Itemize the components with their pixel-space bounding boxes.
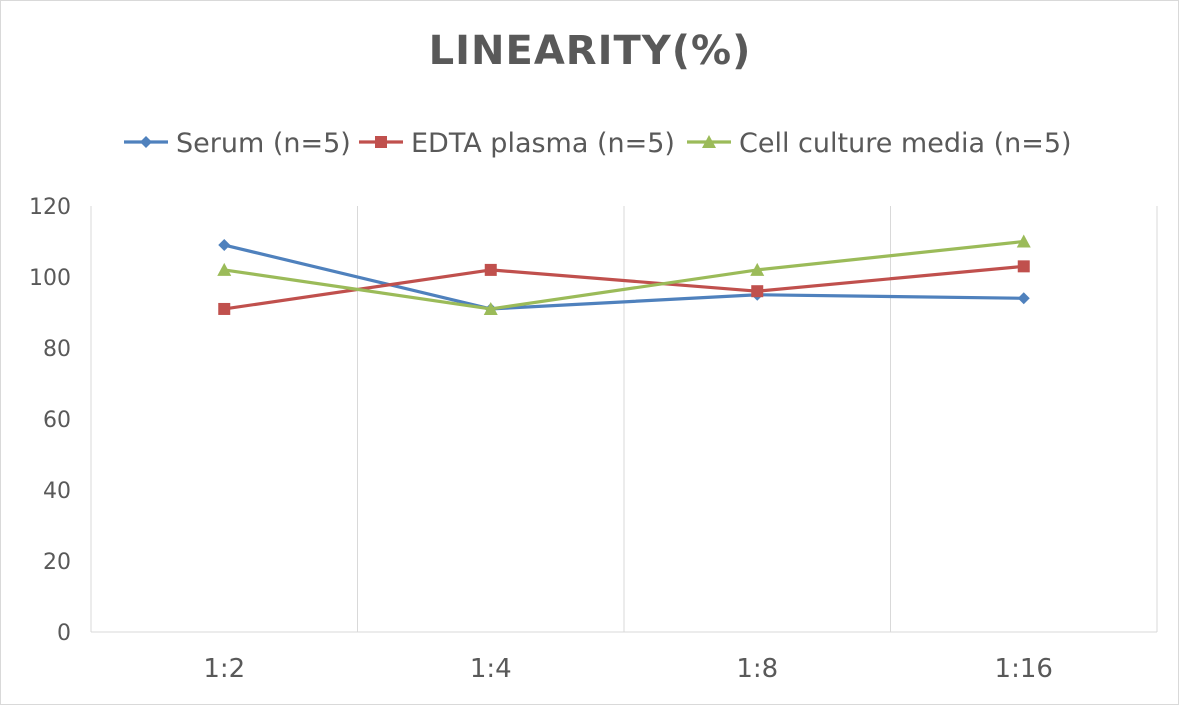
y-tick-label: 80 xyxy=(43,337,71,362)
x-tick-label: 1:16 xyxy=(995,654,1053,684)
legend-marker xyxy=(140,136,152,148)
legend: Serum (n=5) EDTA plasma (n=5) Cell culture… xyxy=(124,128,1072,159)
series-line xyxy=(223,243,1024,311)
y-tick-label: 40 xyxy=(43,479,71,504)
data-point-marker xyxy=(1016,234,1031,248)
legend-item: Serum (n=5) xyxy=(124,128,351,159)
legend-marker xyxy=(375,136,387,148)
x-tick-label: 1:8 xyxy=(736,654,778,684)
y-tick-label: 60 xyxy=(43,408,71,433)
data-point-marker xyxy=(218,239,231,252)
data-point-marker xyxy=(217,262,232,276)
x-tick-label: 1:2 xyxy=(203,654,245,684)
legend-label: Serum (n=5) xyxy=(176,128,351,159)
series-line xyxy=(224,239,1024,311)
data-point-marker xyxy=(750,262,765,276)
y-tick-label: 120 xyxy=(29,195,71,220)
y-axis-ticks: 0 20 40 60 80 100 120 xyxy=(29,195,71,646)
data-point-marker xyxy=(1017,292,1030,305)
y-tick-label: 0 xyxy=(57,621,71,646)
chart-title: LINEARITY(%) xyxy=(429,28,752,74)
legend-item: EDTA plasma (n=5) xyxy=(359,128,675,159)
legend-item: Cell culture media (n=5) xyxy=(687,128,1072,159)
series-layer xyxy=(217,234,1031,315)
data-point-marker xyxy=(1017,260,1030,273)
data-point-marker xyxy=(484,263,497,276)
series-3 xyxy=(217,234,1031,315)
legend-marker xyxy=(702,135,716,148)
x-tick-label: 1:4 xyxy=(470,654,512,684)
y-tick-label: 100 xyxy=(29,266,71,291)
data-point-marker xyxy=(751,285,764,298)
data-point-marker xyxy=(483,301,498,315)
x-axis-ticks: 1:2 1:4 1:8 1:16 xyxy=(203,654,1053,684)
legend-label: EDTA plasma (n=5) xyxy=(411,128,675,159)
data-point-marker xyxy=(218,302,231,315)
y-tick-label: 20 xyxy=(43,550,71,575)
legend-label: Cell culture media (n=5) xyxy=(739,128,1072,159)
